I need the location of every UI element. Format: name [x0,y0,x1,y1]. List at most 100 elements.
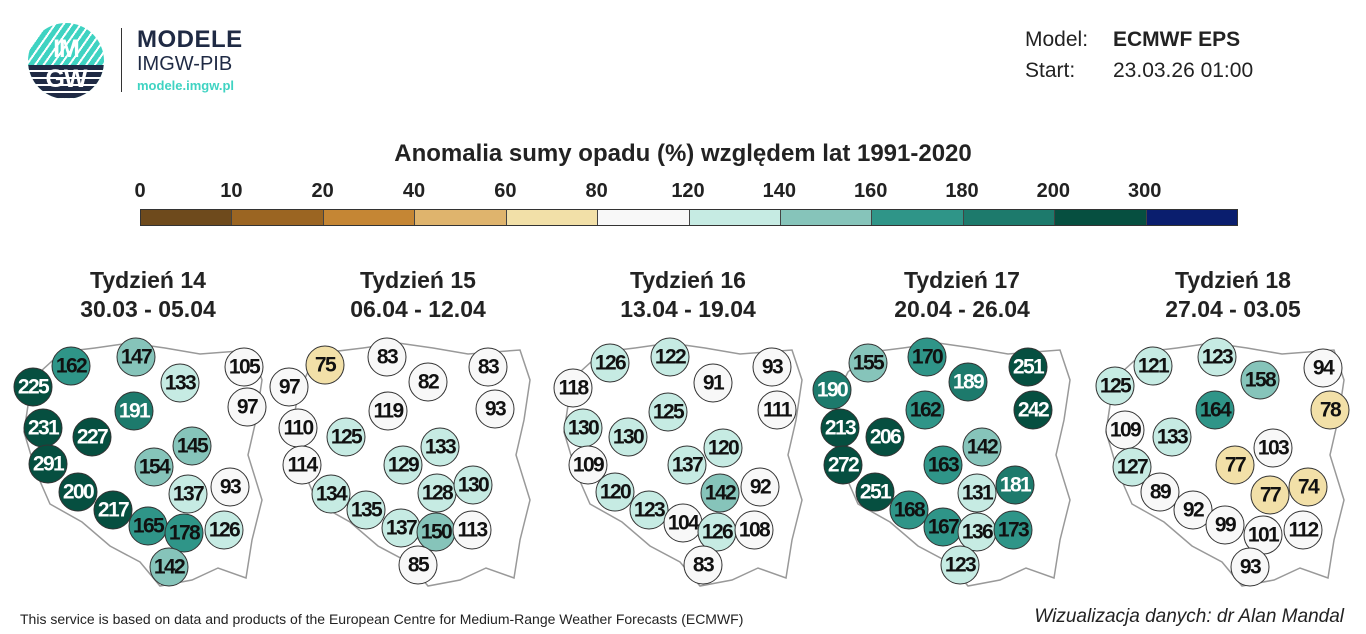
region-anomaly-marker: 120 [703,428,743,468]
region-anomaly-marker: 131 [957,473,997,513]
region-anomaly-marker: 130 [453,465,493,505]
week-title: Tydzień 15 06.04 - 12.04 [288,266,548,324]
week-dates: 30.03 - 05.04 [80,296,216,322]
week-number: Tydzień 17 [904,267,1020,293]
region-anomaly-marker: 74 [1288,467,1328,507]
region-anomaly-marker: 170 [907,337,947,377]
legend-label: 200 [1036,180,1071,202]
region-anomaly-marker: 217 [93,490,133,530]
logo-divider [121,28,122,92]
region-anomaly-marker: 142 [700,473,740,513]
region-anomaly-marker: 147 [116,337,156,377]
region-anomaly-marker: 251 [1008,347,1048,387]
model-label: Model: [1025,28,1089,51]
region-anomaly-marker: 94 [1303,348,1343,388]
region-anomaly-marker: 291 [28,444,68,484]
region-anomaly-marker: 120 [595,472,635,512]
region-anomaly-marker: 200 [58,472,98,512]
region-anomaly-marker: 105 [224,347,264,387]
region-anomaly-marker: 118 [553,368,593,408]
region-anomaly-marker: 162 [51,346,91,386]
region-anomaly-marker: 123 [940,545,980,585]
region-anomaly-marker: 93 [210,467,250,507]
brand-subtitle: IMGW-PIB [137,53,233,75]
region-anomaly-marker: 104 [663,503,703,543]
region-anomaly-marker: 126 [590,343,630,383]
region-anomaly-marker: 190 [812,370,852,410]
legend-label: 160 [853,180,888,202]
region-anomaly-marker: 137 [168,474,208,514]
legend-swatch [963,210,1056,225]
logo-text-bottom: GW [45,65,87,93]
region-anomaly-marker: 135 [346,490,386,530]
legend-swatch [415,210,507,225]
region-anomaly-marker: 167 [923,507,963,547]
footer-attribution: This service is based on data and produc… [20,611,744,627]
region-anomaly-marker: 93 [475,389,515,429]
legend-label: 300 [1127,180,1162,202]
region-anomaly-marker: 83 [367,337,407,377]
legend-swatch [141,210,233,225]
region-anomaly-marker: 150 [416,512,456,552]
week-dates: 13.04 - 19.04 [620,296,756,322]
region-anomaly-marker: 123 [1197,337,1237,377]
region-anomaly-marker: 108 [734,510,774,550]
region-anomaly-marker: 130 [608,417,648,457]
region-anomaly-marker: 145 [172,426,212,466]
region-anomaly-marker: 83 [683,545,723,585]
region-anomaly-marker: 137 [381,508,421,548]
legend-swatch [598,210,690,225]
region-anomaly-marker: 101 [1243,515,1283,555]
region-anomaly-marker: 178 [164,513,204,553]
legend-label: 10 [220,180,243,202]
region-anomaly-marker: 97 [227,387,267,427]
region-anomaly-marker: 91 [693,363,733,403]
region-anomaly-marker: 133 [420,427,460,467]
legend-swatch [323,210,416,225]
region-anomaly-marker: 78 [1310,390,1350,430]
week-number: Tydzień 15 [360,267,476,293]
region-anomaly-marker: 158 [1240,360,1280,400]
legend-label: 180 [945,180,979,202]
footer-credit: Wizualizacja danych: dr Alan Mandal [1034,606,1344,627]
region-anomaly-marker: 142 [149,547,189,587]
region-anomaly-marker: 162 [905,390,945,430]
legend-label: 0 [134,180,146,202]
region-anomaly-marker: 121 [1133,346,1173,386]
model-value: ECMWF EPS [1113,28,1241,51]
region-anomaly-marker: 82 [408,362,448,402]
brand-title: MODELE [137,26,243,53]
region-anomaly-marker: 191 [114,391,154,431]
week-dates: 06.04 - 12.04 [350,296,486,322]
legend-label: 80 [585,180,608,202]
region-anomaly-marker: 242 [1013,390,1053,430]
imgw-logo: IM GW [28,23,104,99]
legend-swatch [872,210,964,225]
region-anomaly-marker: 89 [1140,472,1180,512]
week-title: Tydzień 16 13.04 - 19.04 [558,266,818,324]
region-anomaly-marker: 165 [128,506,168,546]
region-anomaly-marker: 168 [889,490,929,530]
region-anomaly-marker: 137 [667,445,707,485]
week-title: Tydzień 14 30.03 - 05.04 [18,266,278,324]
region-anomaly-marker: 93 [1230,547,1270,587]
region-anomaly-marker: 227 [72,417,112,457]
legend-swatch [1146,210,1238,225]
region-anomaly-marker: 122 [650,337,690,377]
week-dates: 27.04 - 03.05 [1165,296,1301,322]
region-anomaly-marker: 93 [752,347,792,387]
region-anomaly-marker: 136 [957,512,997,552]
legend-label: 120 [671,180,705,202]
region-anomaly-marker: 206 [865,417,905,457]
region-anomaly-marker: 97 [269,367,309,407]
region-anomaly-marker: 225 [13,367,53,407]
region-anomaly-marker: 119 [368,391,408,431]
legend-swatch [232,210,324,225]
legend-swatch [1055,210,1147,225]
region-anomaly-marker: 77 [1250,475,1290,515]
region-anomaly-marker: 99 [1205,505,1245,545]
start-value: 23.03.26 01:00 [1113,59,1254,82]
legend-swatch [780,210,873,225]
region-anomaly-marker: 189 [948,362,988,402]
region-anomaly-marker: 77 [1215,445,1255,485]
